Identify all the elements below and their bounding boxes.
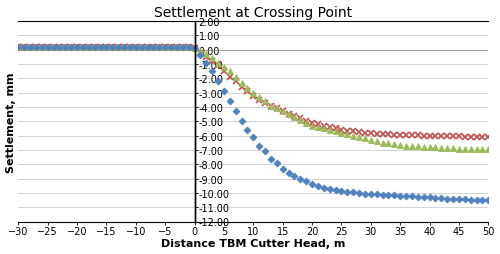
X-axis label: Distance TBM Cutter Head, m: Distance TBM Cutter Head, m xyxy=(161,239,346,248)
Y-axis label: Settlement, mm: Settlement, mm xyxy=(6,72,16,172)
Title: Settlement at Crossing Point: Settlement at Crossing Point xyxy=(154,6,352,20)
